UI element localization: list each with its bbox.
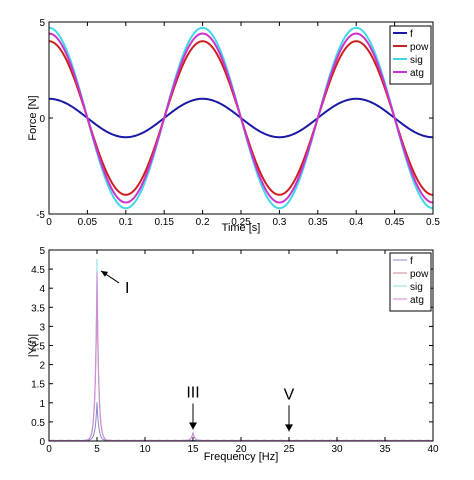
y-tick-label: 1 — [39, 399, 45, 410]
frequency-spectrum-chart: 0 5 10 15 20 25 30 35 40 0 0.5 1 1.5 2 2.5 3 3.5 4 4.5 5 Fre… — [27, 246, 439, 463]
annotation-label-I: I — [125, 280, 129, 297]
x-tick-label: 25 — [283, 444, 295, 455]
x-tick-label: 0.1 — [119, 217, 133, 228]
legend-label-pow: pow — [410, 42, 429, 53]
x-tick-label: 0.4 — [349, 217, 363, 228]
x-tick-label: 0.3 — [272, 217, 286, 228]
annotation-label-V: V — [284, 386, 295, 403]
y-tick-label: 3.5 — [31, 303, 45, 314]
x-tick-label: 0.35 — [308, 217, 328, 228]
y-axis-label: |Y(f)| — [27, 334, 39, 357]
annotation-label-III: III — [186, 384, 199, 401]
y-tick-label: -5 — [36, 210, 45, 221]
series-line-atg — [48, 32, 434, 204]
force-time-chart: 0 0.05 0.1 0.15 0.2 0.25 0.3 0.35 0.4 0.45 0.5-505… — [27, 18, 440, 234]
legend-label-atg: atg — [410, 295, 424, 306]
y-tick-label: 0.5 — [31, 418, 45, 429]
x-tick-label: 10 — [139, 444, 151, 455]
x-tick-label: 0.5 — [426, 217, 440, 228]
x-tick-label: 15 — [187, 444, 199, 455]
x-tick-label: 0 — [46, 444, 52, 455]
legend: f pow sig atg — [389, 252, 432, 312]
x-tick-label: 5 — [94, 444, 100, 455]
x-tick-label: 30 — [331, 444, 343, 455]
y-tick-label: 0 — [39, 437, 45, 448]
plot-area — [49, 250, 433, 441]
annotation-arrowhead-III — [189, 422, 197, 430]
x-axis-label: Frequency [Hz] — [204, 451, 279, 463]
y-tick-label: 2 — [39, 361, 45, 372]
x-tick-label: 0.45 — [385, 217, 405, 228]
legend-box — [389, 25, 432, 85]
legend-label-sig: sig — [410, 55, 423, 66]
x-tick-label: 0 — [46, 217, 52, 228]
x-tick-label: 35 — [379, 444, 391, 455]
y-tick-label: 2.5 — [31, 342, 45, 353]
y-tick-label: 3 — [39, 322, 45, 333]
legend-label-f: f — [410, 256, 413, 267]
legend-label-pow: pow — [410, 269, 429, 280]
x-tick-label: 0.2 — [196, 217, 210, 228]
annotation-arrowhead-V — [285, 424, 293, 432]
legend-label-f: f — [410, 29, 413, 40]
x-tick-label: 0.25 — [231, 217, 251, 228]
y-tick-label: 5 — [39, 18, 45, 29]
y-tick-label: 0 — [39, 114, 45, 125]
legend-box — [389, 252, 432, 312]
y-tick-label: 4 — [39, 284, 45, 295]
x-tick-label: 20 — [235, 444, 247, 455]
y-tick-label: 5 — [39, 246, 45, 257]
x-tick-label: 0.15 — [154, 217, 174, 228]
annotation-arrowhead-I — [101, 270, 108, 277]
y-axis-label: Force [N] — [27, 95, 39, 140]
x-axis-label: Time [s] — [222, 222, 261, 234]
x-tick-label: 40 — [427, 444, 439, 455]
legend-label-sig: sig — [410, 282, 423, 293]
legend-label-atg: atg — [410, 68, 424, 79]
y-tick-label: 1.5 — [31, 380, 45, 391]
y-tick-label: 4.5 — [31, 265, 45, 276]
legend: f pow sig atg — [389, 25, 432, 85]
x-tick-label: 0.05 — [78, 217, 98, 228]
